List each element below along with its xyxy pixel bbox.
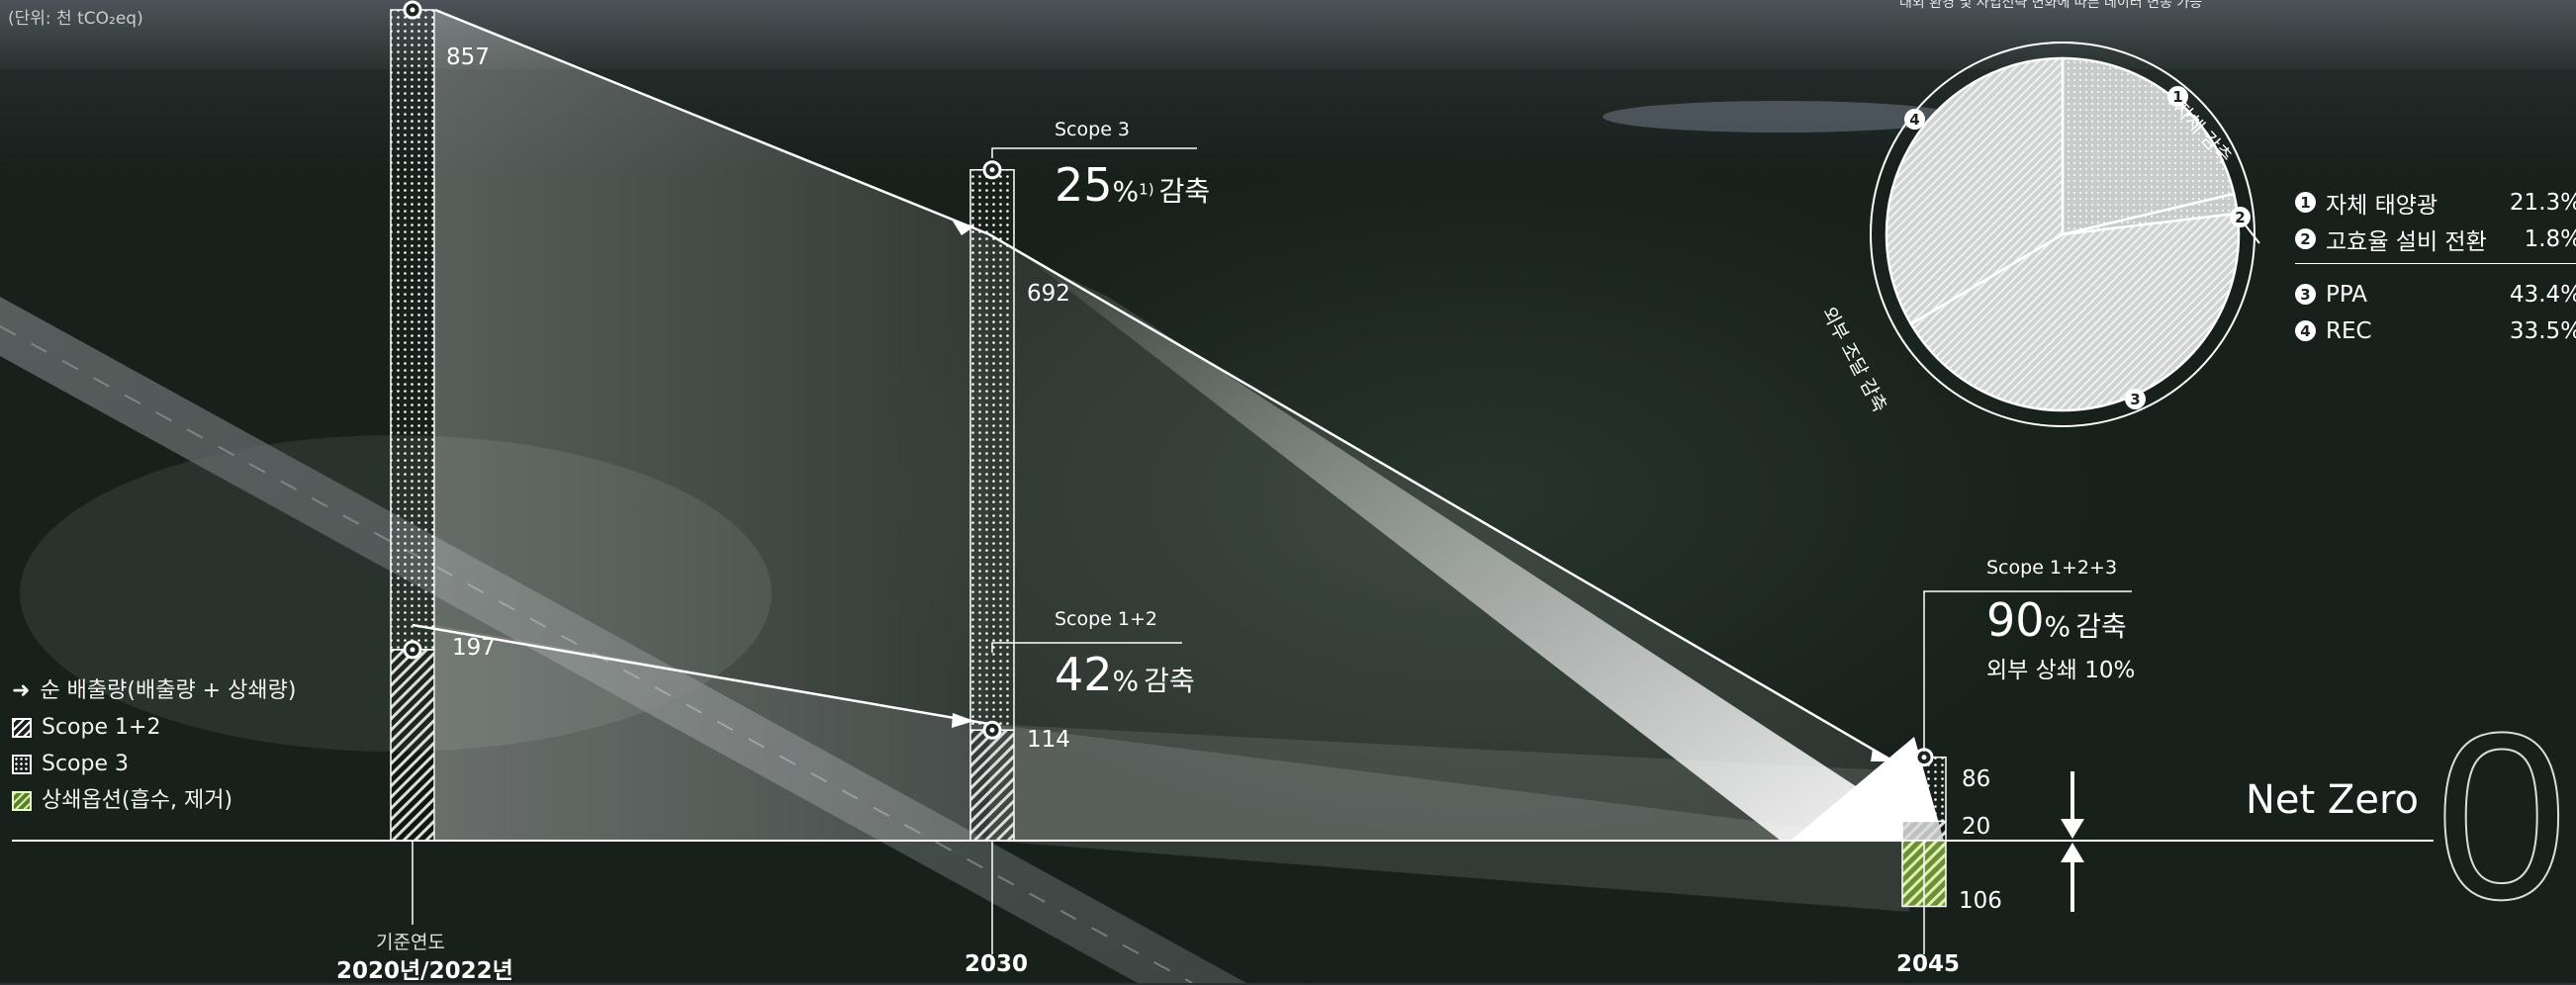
lake [1603, 101, 1959, 133]
trend-arrowhead-2045-total [1871, 749, 1893, 761]
mix-label-1: 자체 태양광 [2326, 192, 2438, 219]
mix-label-4: REC [2326, 317, 2372, 344]
hatch-swatch-icon [12, 717, 32, 738]
callout-line-scope3 [991, 147, 1197, 158]
callout-scope3-suffix: 감축 [1158, 175, 1211, 208]
arrow-right-icon: ➜ [12, 678, 31, 703]
marker-total-2030-dot [989, 167, 995, 173]
mix-badge-2: 2 [2295, 228, 2316, 249]
year-label-base-sub: 기준연도 [376, 932, 445, 953]
pie-note: 대외 환경 및 사업전략 변화에 따른 데이터 변동 가능 [1899, 0, 2203, 11]
pie-slice-ppa [1909, 212, 2241, 412]
net-zero-big-zero: 0 [2435, 683, 2568, 948]
year-label-2045: 2045 [1896, 951, 1961, 977]
pie-slice-rec [1885, 56, 2065, 326]
callout-scope12-value: 42% 감축 [1055, 648, 1195, 701]
callout-scope3-number: 25 [1055, 158, 1113, 212]
mix-row-3: 3 PPA 43.4% [2295, 276, 2576, 313]
label-2045-total: 86 [1962, 766, 1991, 792]
legend-item-scope12: Scope 1+2 [12, 709, 296, 746]
label-2045-s12: 20 [1962, 814, 1991, 840]
legend-label-scope3: Scope 3 [42, 752, 130, 776]
marker-scope12-2030-dot [989, 727, 995, 733]
label-2045-offset: 106 [1959, 888, 2002, 914]
legend-label-net: 순 배출량(배출량 + 상쇄량) [40, 678, 297, 703]
trend-line-total-2045 [988, 232, 1908, 771]
legend-item-scope3: Scope 3 [12, 746, 296, 782]
pie-badge-3: 3 [2125, 389, 2146, 409]
pie-chart [1870, 42, 2260, 427]
offset-swatch-icon [12, 790, 32, 811]
bar-scope3-2045 [1901, 756, 1947, 823]
callout-scope3-footnote: 1) [1139, 180, 1154, 199]
callout-scope123-number: 90 [1986, 593, 2045, 647]
callout-line-scope12 [991, 642, 1182, 653]
marker-total-2045-dot [1921, 755, 1927, 761]
mix-label-2: 고효율 설비 전환 [2326, 228, 2487, 255]
trend-band-offset [989, 724, 1909, 912]
reduction-arrow [1029, 259, 1939, 841]
legend-label-scope12: Scope 1+2 [42, 715, 161, 740]
pie-badge-4: 4 [1904, 109, 1925, 130]
energy-mix-legend: 1 자체 태양광 21.3% 2 고효율 설비 전환 1.8% 3 PPA 43.4% 4R… [2295, 184, 2576, 349]
bar-scope12-2030 [969, 729, 1015, 842]
pie-badge-2: 2 [2230, 207, 2251, 227]
callout-scope3-value: 25%1) 감축 [1055, 158, 1210, 212]
callout-scope12-number: 42 [1055, 648, 1113, 701]
mix-separator [2295, 263, 2576, 264]
chart-legend: ➜ 순 배출량(배출량 + 상쇄량) Scope 1+2 Scope 3 상쇄옵션… [12, 672, 296, 819]
unit-note: (단위: 천 tCO₂eq) [8, 9, 143, 29]
callout-scope12-title: Scope 1+2 [1055, 608, 1158, 630]
callout-scope12-suffix: 감축 [1144, 665, 1195, 697]
trend-line-scope12 [412, 623, 990, 726]
legend-item-net: ➜ 순 배출량(배출량 + 상쇄량) [12, 672, 296, 709]
marker-total-base-dot [410, 7, 415, 13]
trend-band-scope3 [435, 10, 989, 841]
mix-badge-3: 3 [2295, 284, 2316, 305]
callout-scope3-unit: % [1112, 175, 1140, 208]
label-2030-total: 692 [1027, 281, 1070, 307]
mix-row-4: 4 REC 33.5% [2295, 313, 2576, 349]
label-base-s12: 197 [452, 635, 496, 661]
label-2030-s12: 114 [1027, 727, 1070, 753]
marker-scope12-base-dot [410, 647, 415, 653]
mix-value-2: 1.8% [2524, 225, 2576, 252]
mix-value-1: 21.3% [2509, 189, 2576, 216]
callout-scope123-unit: % [2044, 610, 2071, 643]
trend-band-scope12 [435, 625, 1909, 841]
callout-scope12-unit: % [1112, 665, 1140, 697]
dots-swatch-icon [12, 754, 32, 774]
mix-row-1: 1 자체 태양광 21.3% [2295, 184, 2576, 221]
pie-ring-tick-right [2245, 224, 2260, 244]
mix-value-4: 33.5% [2509, 317, 2576, 344]
bar-scope12-2045 [1901, 820, 1947, 842]
year-label-2030: 2030 [965, 951, 1029, 977]
pie-badge-1: 1 [2167, 86, 2188, 107]
legend-item-offset: 상쇄옵션(흡수, 제거) [12, 782, 296, 819]
bar-scope3-base [390, 9, 435, 651]
mix-badge-1: 1 [2295, 192, 2316, 213]
trend-line-total [434, 8, 990, 236]
callout-scope123-sub: 외부 상쇄 10% [1986, 658, 2136, 683]
mix-row-2: 2 고효율 설비 전환 1.8% [2295, 221, 2576, 257]
callout-scope123-title: Scope 1+2+3 [1986, 557, 2118, 579]
trend-arrowhead-2030-s12 [952, 713, 974, 728]
net-zero-label: Net Zero [2246, 777, 2419, 823]
callout-scope123-value: 90% 감축 [1986, 593, 2127, 647]
bar-scope12-base [390, 649, 435, 842]
trend-arrowhead-2030-total [952, 220, 974, 235]
callout-line-scope123 [1923, 590, 2132, 752]
mix-label-3: PPA [2326, 281, 2368, 308]
callout-scope123-suffix: 감축 [2075, 610, 2127, 643]
mix-value-3: 43.4% [2509, 281, 2576, 308]
label-base-total: 857 [446, 45, 490, 70]
mix-badge-4: 4 [2295, 320, 2316, 341]
legend-label-offset: 상쇄옵션(흡수, 제거) [42, 788, 233, 813]
callout-scope3-title: Scope 3 [1055, 119, 1131, 140]
net-zero-symbol [2056, 771, 2089, 912]
year-label-base: 2020년/2022년 [336, 958, 513, 984]
